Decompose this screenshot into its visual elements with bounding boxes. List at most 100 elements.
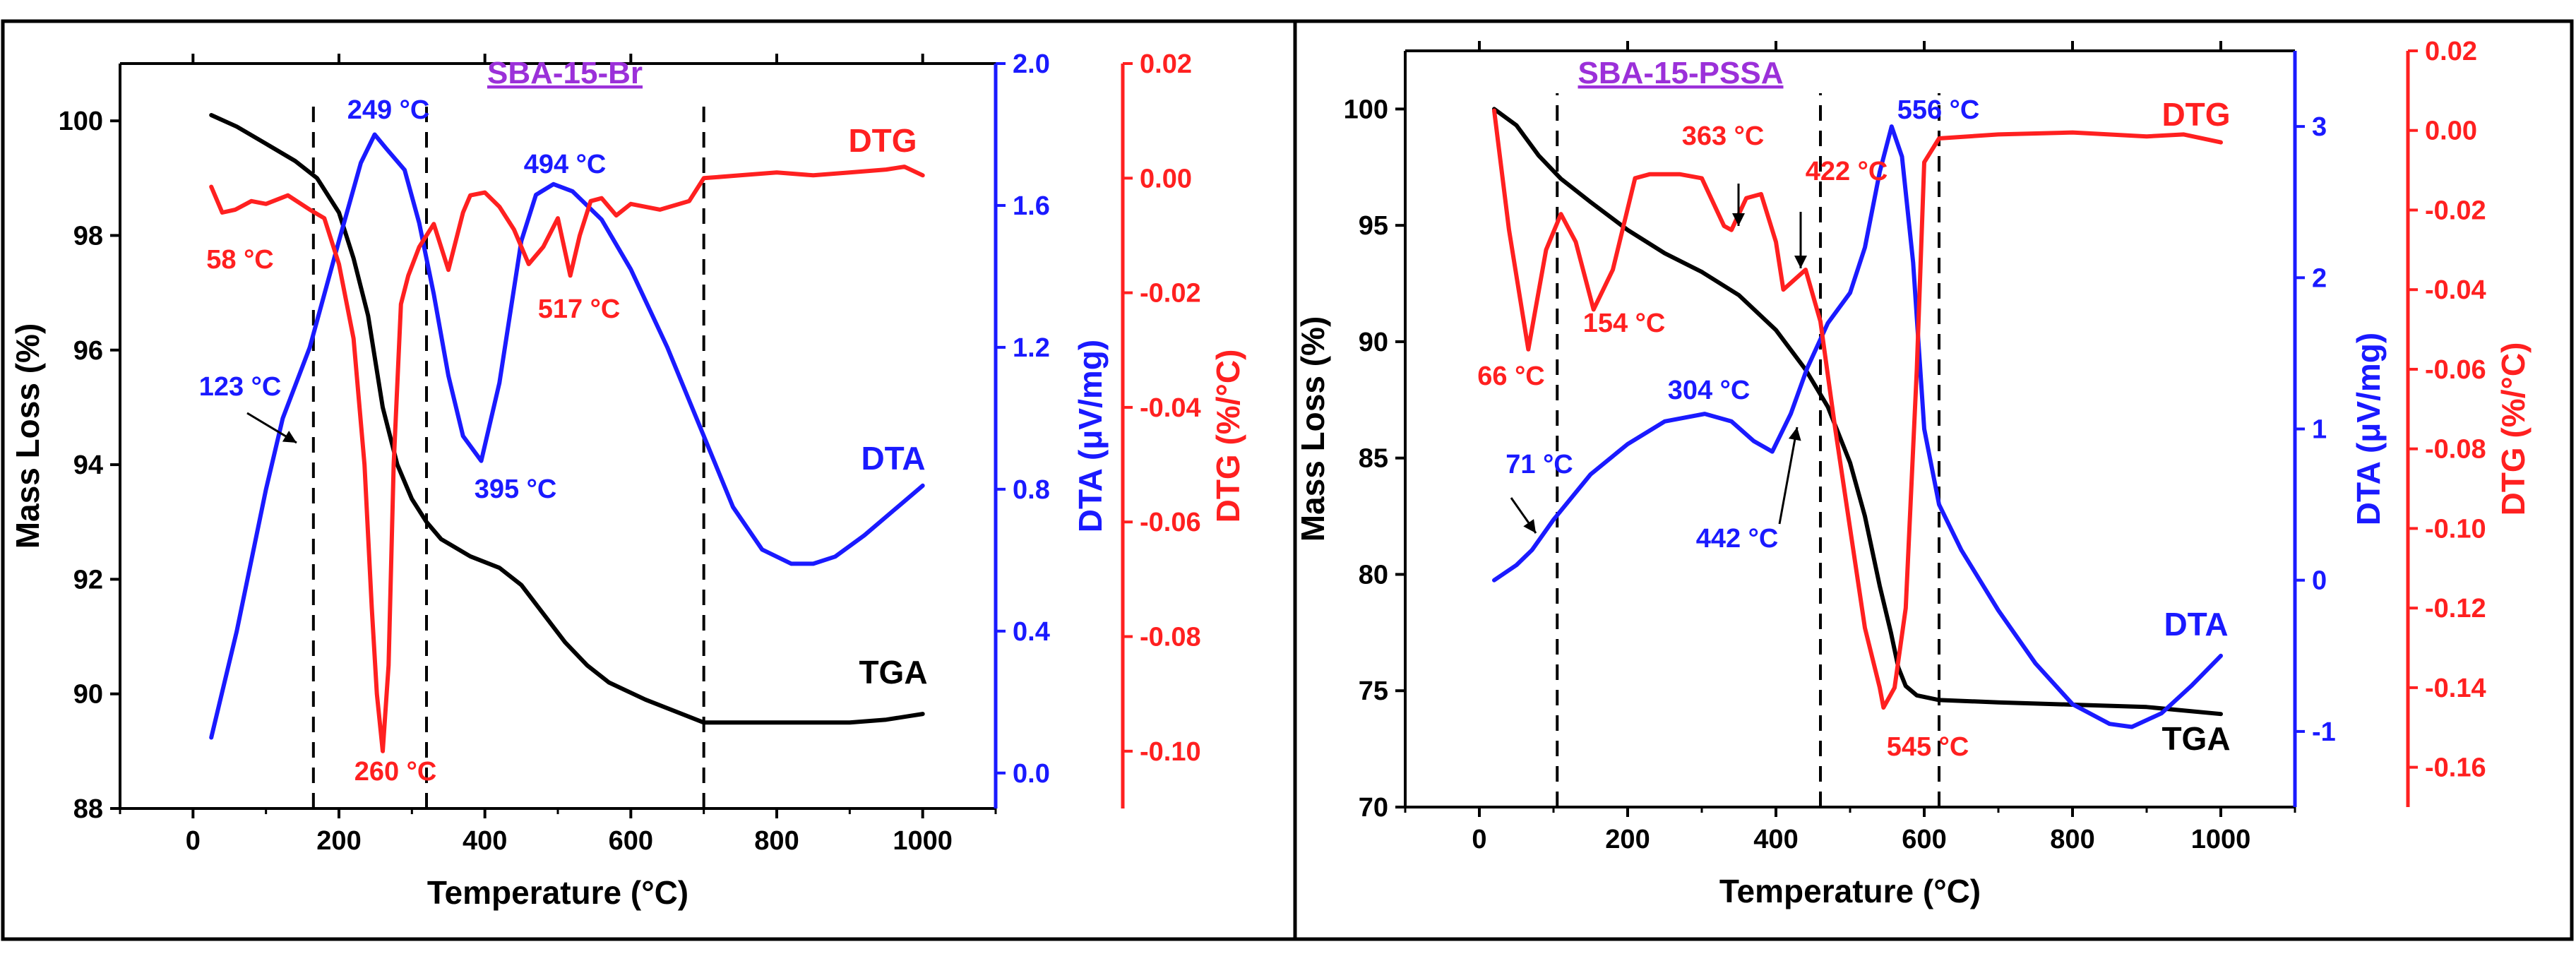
peak-annotation: 556 °C — [1897, 95, 1980, 125]
x-tick-label: 1000 — [893, 826, 953, 856]
tga-tick-label: 80 — [1359, 560, 1388, 590]
tga-tick-label: 95 — [1359, 211, 1388, 241]
peak-annotation: 304 °C — [1668, 376, 1751, 405]
dta-tick-label: 1.2 — [1013, 333, 1050, 363]
x-tick-label: 800 — [754, 826, 799, 856]
dta-curve-label: DTA — [2164, 606, 2228, 643]
dta-axis-title: DTA (μV/mg) — [2350, 333, 2387, 525]
dtg-tick-label: -0.12 — [2425, 594, 2486, 623]
annotation-arrow-head — [1732, 213, 1745, 226]
x-tick-label: 0 — [1472, 825, 1486, 854]
dtg-curve — [209, 165, 925, 753]
dta-tick-label: 0 — [2312, 566, 2327, 596]
peak-annotation: 58 °C — [206, 245, 273, 275]
dtg-tick-label: -0.16 — [2425, 753, 2486, 783]
dtg-tick-label: -0.14 — [2425, 674, 2486, 703]
peak-annotation: 66 °C — [1477, 362, 1544, 391]
tga-tick-label: 98 — [73, 221, 103, 251]
peak-annotation: 260 °C — [354, 757, 437, 787]
dtg-axis-title: DTG (%/°C) — [2495, 342, 2532, 516]
dta-curve-label: DTA — [861, 440, 925, 477]
tga-tick-label: 92 — [73, 565, 103, 595]
dta-tick-label: 3 — [2312, 112, 2327, 142]
tga-tick-label: 85 — [1359, 444, 1388, 474]
dtg-tick-label: 0.02 — [1140, 49, 1192, 79]
x-tick-label: 600 — [609, 826, 653, 856]
right-panel-frame — [1293, 19, 2574, 941]
dta-curve — [1492, 124, 2223, 729]
peak-annotation: 71 °C — [1505, 450, 1573, 479]
tga-axis-title: Mass Loss (%) — [1294, 316, 1331, 542]
x-tick-label: 600 — [1902, 825, 1946, 854]
dtg-tick-label: 0.00 — [2425, 117, 2477, 146]
tga-tick-label: 90 — [73, 680, 103, 710]
x-tick-label: 800 — [2050, 825, 2094, 854]
dtg-tick-label: -0.04 — [2425, 275, 2486, 305]
dtg-tick-label: 0.02 — [2425, 37, 2477, 66]
peak-annotation: 395 °C — [475, 474, 557, 504]
tga-tick-label: 100 — [59, 107, 103, 136]
dta-tick-label: 2 — [2312, 263, 2327, 293]
x-axis-title: Temperature (°C) — [1719, 873, 1981, 909]
dta-tick-label: 1.6 — [1013, 191, 1050, 221]
tga-tick-label: 90 — [1359, 328, 1388, 357]
tga-tick-label: 100 — [1344, 95, 1388, 124]
annotation-arrow-head — [1794, 256, 1807, 268]
x-tick-label: 200 — [316, 826, 361, 856]
dtg-tick-label: -0.10 — [2425, 514, 2486, 544]
dtg-tick-label: -0.08 — [2425, 435, 2486, 465]
annotation-arrow-shaft — [1778, 426, 1799, 525]
peak-annotation: 494 °C — [524, 150, 607, 179]
annotation-arrow-head — [282, 431, 297, 443]
tga-tick-label: 70 — [1359, 793, 1388, 823]
dtg-tick-label: 0.00 — [1140, 164, 1192, 193]
x-axis-title: Temperature (°C) — [427, 874, 688, 911]
annotation-arrow-head — [1523, 519, 1536, 533]
tga-tick-label: 96 — [73, 336, 103, 366]
tga-tick-label: 88 — [73, 794, 103, 824]
dta-tick-label: -1 — [2312, 717, 2336, 747]
chart-title: SBA-15-Br — [487, 56, 643, 90]
annotation-arrow-head — [1788, 427, 1801, 441]
peak-annotation: 422 °C — [1806, 157, 1888, 186]
tga-curve-label: TGA — [2161, 720, 2230, 757]
peak-annotation: 545 °C — [1887, 732, 1969, 762]
dta-tick-label: 0.8 — [1013, 475, 1050, 505]
x-tick-label: 400 — [463, 826, 507, 856]
chart-title: SBA-15-PSSA — [1578, 56, 1784, 90]
dtg-axis-title: DTG (%/°C) — [1210, 350, 1246, 523]
dtg-tick-label: -0.06 — [1140, 508, 1201, 537]
dta-tick-label: 0.4 — [1013, 617, 1050, 647]
dtg-tick-label: -0.06 — [2425, 355, 2486, 385]
dtg-tick-label: -0.02 — [1140, 279, 1201, 309]
dtg-curve-label: DTG — [848, 122, 917, 159]
dtg-tick-label: -0.08 — [1140, 623, 1201, 652]
dta-curve — [209, 132, 925, 740]
x-tick-label: 400 — [1753, 825, 1798, 854]
x-tick-label: 0 — [186, 826, 201, 856]
tga-tick-label: 94 — [73, 450, 103, 480]
peak-annotation: 154 °C — [1583, 309, 1666, 338]
tga-axis-title: Mass Loss (%) — [9, 323, 46, 549]
dtg-curve — [1492, 108, 2223, 710]
peak-annotation: 517 °C — [538, 294, 621, 324]
peak-annotation: 363 °C — [1682, 121, 1765, 151]
peak-annotation: 249 °C — [347, 95, 430, 125]
dta-tick-label: 0.0 — [1013, 759, 1050, 789]
peak-annotation: 442 °C — [1696, 524, 1779, 554]
x-tick-label: 200 — [1605, 825, 1650, 854]
peak-annotation: 123 °C — [199, 372, 282, 402]
dta-tick-label: 1 — [2312, 415, 2327, 445]
dta-tick-label: 2.0 — [1013, 49, 1050, 79]
tga-curve — [209, 113, 925, 725]
dtg-tick-label: -0.02 — [2425, 196, 2486, 225]
dtg-curve-label: DTG — [2161, 96, 2230, 133]
dtg-tick-label: -0.10 — [1140, 737, 1201, 767]
tga-tick-label: 75 — [1359, 676, 1388, 706]
chart-sba15-br: 0 200 400 600 800 1000 Temperature (°C) 88 90 92 9… — [9, 49, 1246, 911]
tga-curve — [1492, 107, 2223, 717]
dta-axis-title: DTA (μV/mg) — [1072, 340, 1109, 532]
tga-curve-label: TGA — [859, 654, 927, 691]
